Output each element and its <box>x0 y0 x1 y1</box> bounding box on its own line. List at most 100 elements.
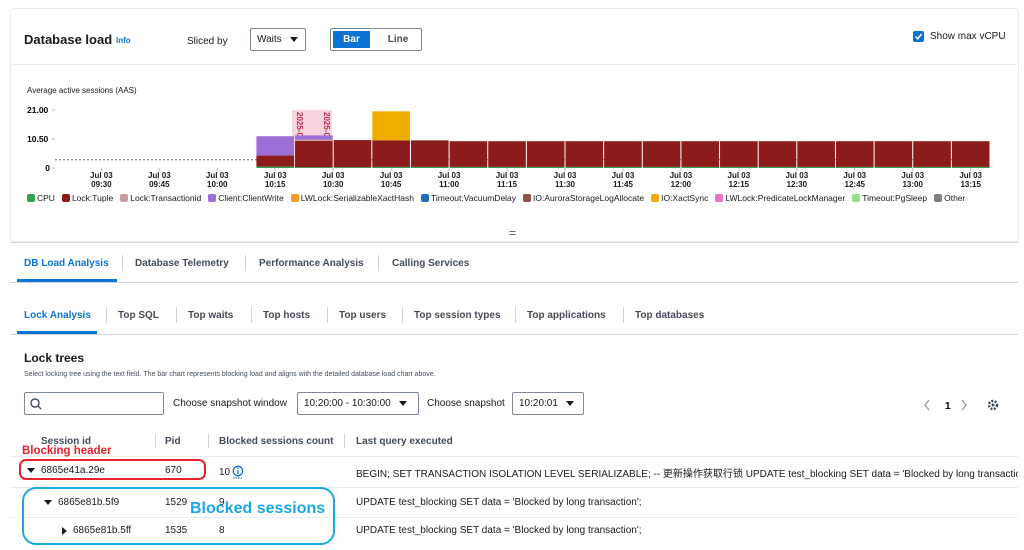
bar-segment <box>295 167 333 168</box>
legend-item[interactable]: IO:AuroraStorageLogAllocate <box>523 193 644 203</box>
snapshot-select[interactable]: 10:20:01 <box>512 392 584 415</box>
legend-item[interactable]: Timeout:PgSleep <box>852 193 927 203</box>
session-id: 6865e81b.5ff <box>73 525 132 536</box>
legend-label: Lock:Tuple <box>71 193 114 203</box>
x-tick-label: Jul 03 10:15 <box>263 171 287 189</box>
tree-node[interactable]: 6865e41a.29e <box>27 465 105 476</box>
query: BEGIN; SET TRANSACTION ISOLATION LEVEL S… <box>356 469 1018 480</box>
session-id: 6865e81b.5f9 <box>58 497 120 508</box>
legend-label: CPU <box>37 193 55 203</box>
bar-segment <box>372 140 410 167</box>
x-tick-label: Jul 03 11:45 <box>611 171 635 189</box>
query: UPDATE test_blocking SET data = 'Blocked… <box>356 525 642 536</box>
snapshot-label: Choose snapshot <box>427 398 505 409</box>
bar-segment <box>295 135 333 140</box>
bar-segment <box>295 139 333 141</box>
legend-label: LWLock:SerializableXactHash <box>300 193 414 203</box>
legend-item[interactable]: LWLock:PredicateLockManager <box>715 193 845 203</box>
tab-underline <box>17 279 117 282</box>
x-tick-label: Jul 03 12:00 <box>669 171 693 189</box>
snapshot-value: 10:20:01 <box>519 398 558 409</box>
callout-box <box>22 487 335 545</box>
bar-segment <box>333 167 372 168</box>
col-sep <box>155 434 156 448</box>
legend-swatch <box>421 194 429 202</box>
x-tick-label: Jul 03 10:30 <box>321 171 345 189</box>
checkbox[interactable] <box>913 31 924 42</box>
bar-segment <box>526 141 565 167</box>
blocked-count: 8 <box>219 525 225 536</box>
tab[interactable]: Database Telemetry <box>135 258 229 269</box>
x-tick-label: Jul 03 12:30 <box>785 171 809 189</box>
tab[interactable]: Top SQL <box>118 310 159 321</box>
col-sep <box>344 434 345 448</box>
x-tick-label: Jul 03 13:15 <box>959 171 983 189</box>
col-header: Last query executed <box>356 436 453 447</box>
legend-swatch <box>208 194 217 202</box>
row-line <box>10 517 1018 518</box>
legend-item[interactable]: Timeout:VacuumDelay <box>421 193 516 203</box>
tree-node[interactable]: 6865e81b.5ff <box>62 525 131 536</box>
blocked-count: 9 <box>219 497 225 508</box>
legend-swatch <box>934 194 943 202</box>
bar-segment <box>372 111 410 141</box>
legend-item[interactable]: Other <box>934 193 965 203</box>
bar-segment <box>565 166 604 168</box>
legend-swatch <box>651 194 660 202</box>
y-tick-label: 0 <box>45 163 50 173</box>
callout-label: Blocked sessions <box>190 500 326 517</box>
legend: CPU Lock:Tuple Lock:Transactionid Client:Cl… <box>27 193 1017 203</box>
col-header: Blocked sessions count <box>219 436 334 447</box>
x-tick-label: Jul 03 11:15 <box>495 171 519 189</box>
bar-segment <box>913 166 951 168</box>
bar-segment <box>951 166 990 168</box>
bar-segment <box>256 166 295 168</box>
tab[interactable]: Top session types <box>414 310 501 321</box>
legend-item[interactable]: CPU <box>27 193 55 203</box>
view-toggle <box>330 28 422 51</box>
legend-label: LWLock:PredicateLockManager <box>725 193 846 203</box>
tab[interactable]: Top databases <box>635 310 705 321</box>
tab-active[interactable]: Lock Analysis <box>24 310 91 321</box>
window-select[interactable]: 10:20:00 - 10:30:00 <box>297 392 419 415</box>
legend-label: IO:XactSync <box>661 193 709 203</box>
legend-item[interactable]: Lock:Tuple <box>61 193 114 203</box>
tab[interactable]: Top hosts <box>263 310 311 321</box>
slice-select[interactable]: Waits <box>250 28 306 51</box>
bar-segment <box>256 136 295 156</box>
y-axis-label: Average active sessions (AAS) <box>27 86 137 95</box>
count-cell: 10 <box>219 465 244 479</box>
legend-item[interactable]: Lock:Transactionid <box>120 193 201 203</box>
bar-segment <box>256 155 295 167</box>
legend-item[interactable]: Client:ClientWrite <box>208 193 284 203</box>
section-description: Select locking tree using the text field… <box>24 371 436 378</box>
tab-underline <box>17 331 97 334</box>
callout-box <box>19 459 206 480</box>
legend-item[interactable]: LWLock:SerializableXactHash <box>290 193 414 203</box>
bar-segment <box>951 141 990 167</box>
tab[interactable]: Top users <box>339 310 387 321</box>
x-tick-label: Jul 03 12:15 <box>727 171 751 189</box>
bar-segment <box>642 166 681 168</box>
bar-segment <box>372 166 410 168</box>
tab[interactable]: Top applications <box>527 310 606 321</box>
tab[interactable]: Top waits <box>188 310 234 321</box>
tab[interactable]: Calling Services <box>392 258 470 269</box>
divider <box>10 334 1018 335</box>
tab-active[interactable]: DB Load Analysis <box>24 258 109 269</box>
bar-segment <box>333 140 372 168</box>
tree-node[interactable]: 6865e81b.5f9 <box>44 497 119 508</box>
tab[interactable]: Performance Analysis <box>259 258 364 269</box>
toggle-bar[interactable]: Bar <box>333 31 370 48</box>
slice-value: Waits <box>257 34 282 45</box>
window-label: Choose snapshot window <box>173 398 287 409</box>
info-link[interactable]: Info <box>116 36 131 45</box>
search-input[interactable] <box>24 392 164 415</box>
legend-item[interactable]: IO:XactSync <box>651 193 708 203</box>
toggle-line[interactable]: Line <box>387 34 409 45</box>
legend-swatch <box>290 194 299 202</box>
bar-segment <box>565 141 604 167</box>
drag-handle[interactable]: = <box>509 226 517 240</box>
bar-segment <box>410 140 449 167</box>
bar-segment <box>295 140 333 168</box>
